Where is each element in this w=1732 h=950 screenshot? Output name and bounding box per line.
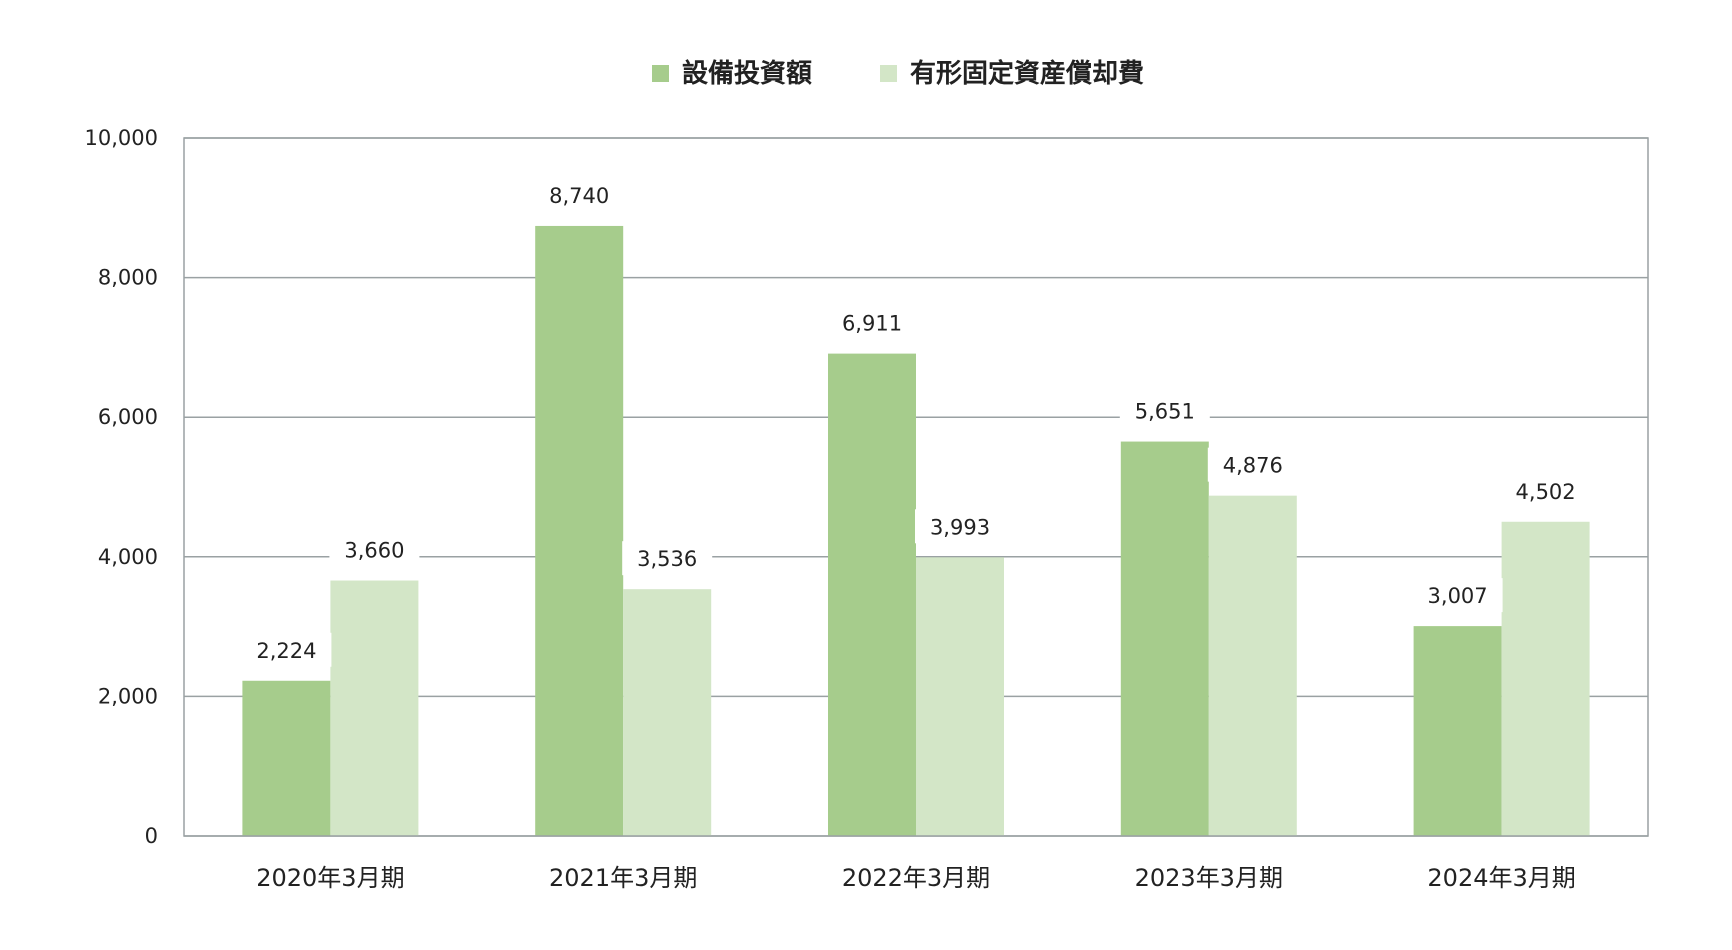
- data-label-background: [1207, 447, 1298, 482]
- legend-label: 設備投資額: [682, 58, 812, 89]
- y-tick-label: 4,000: [98, 545, 158, 569]
- legend-label: 有形固定資産償却費: [910, 58, 1144, 89]
- bar-capex: [1413, 626, 1502, 836]
- plot-area-border: [183, 137, 1649, 837]
- x-category-label: 2023年3月期: [1135, 864, 1283, 892]
- bar-depreciation: [623, 589, 712, 836]
- data-label: 2,224: [256, 639, 316, 663]
- data-labels: 2,224 8,740 6,911 5,651 3,007 3,660 3,536 3,993…: [241, 177, 1591, 667]
- data-label: 8,740: [549, 184, 609, 208]
- data-label-background: [622, 541, 713, 576]
- x-category-label: 2021年3月期: [549, 864, 697, 892]
- data-label-background: [241, 632, 332, 667]
- bar-depreciation: [1501, 521, 1590, 836]
- x-axis-categories: 2020年3月期 2021年3月期 2022年3月期 2023年3月期 2024年3月期: [256, 864, 1576, 892]
- data-label-background: [1412, 578, 1503, 613]
- y-tick-label: 2,000: [98, 684, 158, 708]
- data-label-background: [1119, 393, 1210, 428]
- data-label: 3,993: [930, 515, 990, 539]
- bar-capex: [242, 680, 331, 836]
- legend: 設備投資額 有形固定資産償却費: [652, 58, 1144, 89]
- data-label-background: [915, 509, 1005, 544]
- bar-capex: [828, 353, 916, 836]
- data-label: 6,911: [842, 312, 902, 336]
- bars: [242, 225, 1590, 836]
- data-label-background: [827, 305, 917, 340]
- x-category-label: 2022年3月期: [842, 864, 990, 892]
- legend-swatch: [880, 65, 897, 82]
- bar-depreciation: [916, 557, 1004, 836]
- data-label-background: [534, 177, 625, 212]
- y-tick-label: 10,000: [85, 126, 158, 150]
- bar-capex: [535, 225, 624, 836]
- data-label: 4,502: [1516, 480, 1576, 504]
- bar-capex: [1120, 441, 1209, 836]
- data-label: 4,876: [1223, 454, 1283, 478]
- x-category-label: 2024年3月期: [1427, 864, 1575, 892]
- y-tick-label: 0: [145, 824, 158, 848]
- data-label: 3,660: [344, 539, 404, 563]
- plot-frame: [183, 137, 1649, 837]
- data-label-background: [329, 532, 420, 567]
- data-label: 5,651: [1135, 400, 1195, 424]
- bar-depreciation: [330, 580, 419, 836]
- data-label: 3,007: [1428, 584, 1488, 608]
- y-axis-ticks: 0 2,000 4,000 6,000 8,000 10,000: [85, 126, 158, 848]
- x-category-label: 2020年3月期: [256, 864, 404, 892]
- bar-depreciation: [1208, 495, 1297, 836]
- legend-swatch: [652, 65, 669, 82]
- y-tick-label: 6,000: [98, 405, 158, 429]
- y-tick-label: 8,000: [98, 266, 158, 290]
- data-label-background: [1500, 473, 1591, 508]
- data-label: 3,536: [637, 547, 697, 571]
